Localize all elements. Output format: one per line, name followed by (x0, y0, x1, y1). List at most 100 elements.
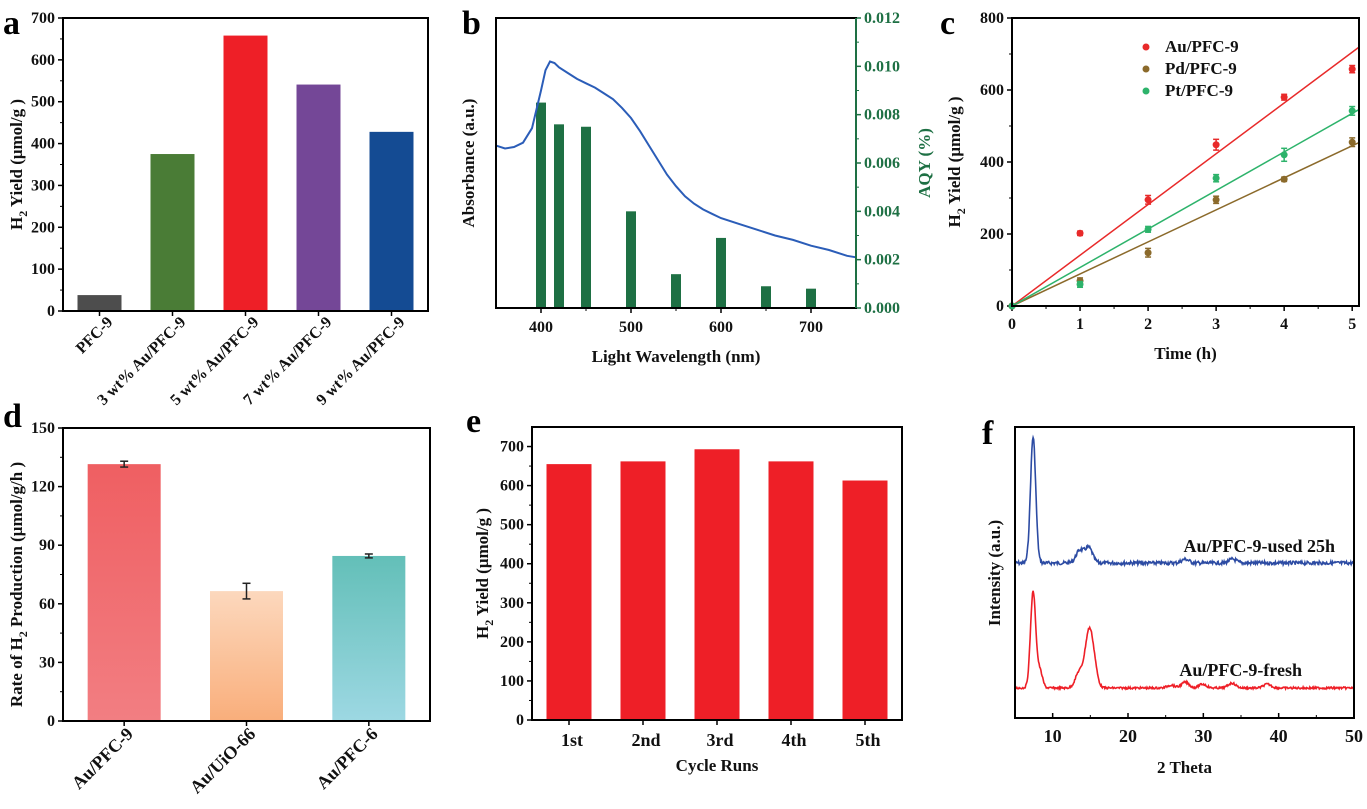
x-tick-label: 4 (1280, 316, 1288, 333)
aqy-bar (581, 126, 591, 308)
panel-c: c 0 200 400 600 800 0 1 2 3 4 5 Au/PFC-9 Pd/PFC-9 Pt/P… (940, 5, 1360, 363)
y-tick-label: 0.010 (864, 58, 900, 75)
y-tick-label: 150 (31, 420, 55, 437)
bar (150, 154, 195, 311)
panel-label-a: a (3, 5, 20, 42)
series-label-fresh: Au/PFC-9-fresh (1179, 660, 1302, 680)
x-tick-label: 400 (529, 319, 553, 336)
y-axis-label: Intensity (a.u.) (985, 520, 1004, 626)
y-tick-label: 0 (996, 298, 1004, 315)
y-tick-label: 0.002 (864, 252, 900, 269)
data-point (1280, 93, 1288, 101)
legend-label: Pd/PFC-9 (1165, 59, 1237, 78)
panel-label-e: e (466, 403, 481, 440)
y-tick-label: 30 (39, 654, 55, 671)
bar (223, 35, 268, 311)
y-axis-label: Rate of H2 Production (μmol/g/h ) (7, 462, 30, 707)
y-tick-label: 0.012 (864, 10, 900, 27)
data-point (1280, 175, 1288, 183)
data-point (1144, 249, 1152, 257)
plot-frame (1011, 17, 1360, 307)
y-tick-label: 0.000 (864, 300, 900, 317)
y-tick-label: 0 (47, 303, 55, 320)
legend-marker (1142, 43, 1150, 51)
x-tick-label: 500 (619, 319, 643, 336)
fit-line (1011, 46, 1360, 307)
x-tick-label: Au/UiO-66 (186, 724, 260, 798)
x-axis-label: Cycle Runs (676, 756, 759, 775)
legend-marker (1142, 87, 1150, 95)
x-tick-label: 0 (1008, 316, 1016, 333)
y-tick-label: 100 (31, 261, 55, 278)
x-tick-label: 2nd (631, 730, 660, 750)
bar (842, 480, 888, 720)
y-tick-label: 0.004 (864, 203, 900, 220)
y-axis-label-right: AQY (%) (915, 128, 934, 198)
x-axis-label: Light Wavelength (nm) (592, 347, 761, 366)
x-tick-label: Au/PFC-9 (68, 724, 137, 793)
xrd-pattern-line (1014, 434, 1355, 568)
data-point (1280, 151, 1288, 159)
x-tick-label: 2 (1144, 316, 1152, 333)
data-point (1212, 196, 1220, 204)
bar (210, 591, 283, 721)
x-axis-label: Time (h) (1154, 344, 1217, 363)
panel-f: f 10 20 30 40 50 Au/PFC-9-used 25h Au/PFC-9-fre… (982, 415, 1363, 777)
y-axis-label: Absorbance (a.u.) (459, 99, 478, 228)
bar (546, 464, 592, 720)
panel-label-c: c (940, 5, 955, 42)
data-point (1348, 65, 1356, 73)
legend-label: Pt/PFC-9 (1165, 81, 1233, 100)
y-tick-label: 200 (980, 226, 1004, 243)
y-axis-label: H2 Yield (μmol/g ) (7, 99, 30, 230)
y-tick-label: 60 (39, 596, 55, 613)
aqy-bar (806, 288, 816, 308)
y-tick-label: 600 (500, 478, 524, 495)
bar (87, 464, 161, 721)
legend-label: Au/PFC-9 (1165, 37, 1239, 56)
y-tick-label: 800 (980, 10, 1004, 27)
x-tick-label: 50 (1345, 726, 1363, 746)
y-tick-label: 200 (31, 219, 55, 236)
y-tick-label: 400 (31, 136, 55, 153)
y-tick-label: 120 (31, 479, 55, 496)
y-tick-label: 700 (500, 439, 524, 456)
panel-label-f: f (982, 415, 994, 452)
panel-e: e 0 100 200 300 400 500 600 700 1st 2nd 3rd 4th 5th Cy… (466, 403, 903, 775)
xrd-pattern-line (1014, 590, 1355, 692)
aqy-bar (671, 274, 681, 308)
fit-line (1011, 141, 1360, 307)
x-tick-label: 10 (1044, 726, 1062, 746)
x-tick-label: PFC-9 (73, 314, 116, 357)
panel-label-b: b (462, 5, 481, 42)
data-point (1348, 107, 1356, 115)
plot-frame (62, 17, 429, 312)
aqy-bar (626, 211, 636, 308)
y-tick-label: 400 (500, 556, 524, 573)
y-tick-label: 600 (31, 52, 55, 69)
fit-line (1011, 108, 1360, 307)
data-point (1076, 229, 1084, 237)
y-tick-label: 500 (500, 517, 524, 534)
y-tick-label: 200 (500, 634, 524, 651)
x-tick-label: 4th (781, 730, 806, 750)
data-point (1144, 196, 1152, 204)
plot-frame (62, 427, 431, 722)
y-tick-label: 100 (500, 673, 524, 690)
bar (620, 461, 666, 720)
y-axis-label: H2 Yield (μmol/g ) (945, 96, 968, 227)
data-point (1348, 138, 1356, 146)
data-point (1212, 174, 1220, 182)
bar (694, 449, 740, 720)
y-tick-label: 90 (39, 537, 55, 554)
plot-frame (531, 426, 903, 721)
bar (332, 555, 406, 721)
aqy-bar (761, 286, 771, 308)
bar (296, 84, 341, 311)
y-tick-label: 0 (47, 713, 55, 730)
x-tick-label: 600 (709, 319, 733, 336)
y-tick-label: 0 (516, 712, 524, 729)
x-tick-label: Au/PFC-6 (312, 724, 381, 793)
